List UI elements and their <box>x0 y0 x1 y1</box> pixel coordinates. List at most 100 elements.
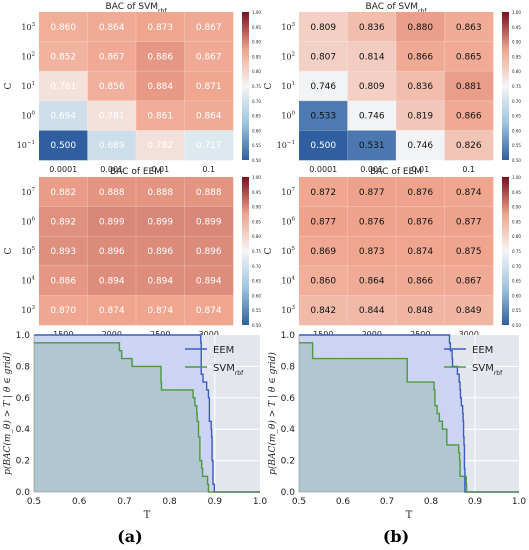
x-tick-label: 1.0 <box>512 497 527 507</box>
heatmap-value-label: 0.746 <box>310 82 336 92</box>
x-tick-label: 0.1 <box>462 165 475 174</box>
heatmap-value-label: 0.866 <box>456 112 482 122</box>
heatmap-value-label: 0.877 <box>456 217 482 227</box>
colorbar-tick-label: 0.85 <box>512 54 521 59</box>
heatmap-cell <box>136 100 185 131</box>
y-tick-label: 0.6 <box>16 394 31 404</box>
heatmap-cell <box>184 71 234 102</box>
area-svm <box>299 342 519 492</box>
x-tick-label: 0.8 <box>424 497 439 507</box>
heatmap-value-label: 0.894 <box>99 277 125 287</box>
heatmap-value-label: 0.863 <box>456 23 482 33</box>
legend-label-eem: EEM <box>213 345 234 356</box>
y-tick-label: 107 <box>281 187 295 197</box>
colorbar-tick-label: 0.85 <box>252 54 261 59</box>
colorbar-tick-label: 0.70 <box>512 264 521 269</box>
heatmap-cell <box>347 265 397 296</box>
heatmap-value-label: 0.874 <box>147 306 173 316</box>
colorbar-tick-label: 0.95 <box>512 25 521 30</box>
heatmap-cell <box>396 265 445 296</box>
heatmap-cell <box>299 206 348 237</box>
heatmap-value-label: 0.876 <box>407 217 433 227</box>
heatmap-cell <box>396 236 445 267</box>
heatmap-cell <box>87 12 137 42</box>
heatmap-value-label: 0.876 <box>407 188 433 198</box>
heatmap-value-label: 0.877 <box>310 217 336 227</box>
y-tick-label: 105 <box>21 246 35 256</box>
heatmap-cell <box>299 41 348 72</box>
series-line-eem <box>299 334 519 493</box>
heatmap-cell <box>136 236 185 267</box>
heatmap-value-label: 0.866 <box>407 277 433 287</box>
heatmap-cell <box>136 12 185 42</box>
heatmap-value-label: 0.864 <box>196 112 222 122</box>
heatmap-cell <box>136 206 185 237</box>
x-axis-label: T <box>406 510 413 521</box>
heatmap-value-label: 0.875 <box>456 247 482 257</box>
x-tick-label: 0.6 <box>72 497 87 507</box>
series-line-eem <box>34 334 260 493</box>
heatmap-cell <box>184 177 234 207</box>
heatmap-value-label: 0.746 <box>407 141 433 151</box>
heatmap-cell <box>347 130 397 161</box>
heatmap-value-label: 0.860 <box>310 277 336 287</box>
colorbar-tick-label: 1.00 <box>512 175 521 180</box>
colorbar <box>502 12 509 160</box>
heatmap-value-label: 0.886 <box>147 52 173 62</box>
y-axis-label: C <box>4 247 14 254</box>
heatmap-cell <box>444 265 494 296</box>
colorbar-tick-label: 0.65 <box>252 279 261 284</box>
heatmap-value-label: 0.871 <box>196 82 222 92</box>
heatmap-cell <box>299 177 348 207</box>
heatmap-value-label: 0.884 <box>147 82 173 92</box>
heatmap-cell <box>347 12 397 42</box>
heatmap-value-label: 0.867 <box>456 277 482 287</box>
heatmap-cell <box>39 206 88 237</box>
colorbar-tick-label: 0.55 <box>512 143 521 148</box>
heatmap-value-label: 0.866 <box>407 52 433 62</box>
heatmap-value-label: 0.836 <box>407 82 433 92</box>
heatmap-cell <box>184 100 234 131</box>
heatmap-cell <box>396 295 445 326</box>
colorbar <box>242 177 249 325</box>
colorbar-tick-label: 0.50 <box>252 158 261 163</box>
y-axis-label: p(BAC(m_θ) > T | θ ∈ grid) <box>267 352 278 475</box>
colorbar-tick-label: 0.85 <box>512 219 521 224</box>
heatmap-value-label: 0.873 <box>359 247 385 257</box>
colorbar-tick-label: 1.00 <box>252 10 261 15</box>
colorbar-tick-label: 0.75 <box>512 84 521 89</box>
colorbar-tick-label: 0.65 <box>512 279 521 284</box>
heatmap-value-label: 0.899 <box>99 217 125 227</box>
x-tick-label: 0.01 <box>151 165 169 174</box>
heatmap-value-label: 0.842 <box>310 306 336 316</box>
area-svm <box>34 342 260 492</box>
heatmap-cell <box>347 206 397 237</box>
heatmap-value-label: 0.864 <box>359 277 385 287</box>
heatmap-value-label: 0.781 <box>99 112 125 122</box>
colorbar-tick-label: 0.80 <box>512 234 521 239</box>
y-tick-label: 0.4 <box>281 425 296 435</box>
colorbar-tick-label: 0.70 <box>252 264 261 269</box>
heatmap-cell <box>39 41 88 72</box>
heatmap-value-label: 0.870 <box>50 306 76 316</box>
heatmap-cell <box>184 236 234 267</box>
y-tick-label: 10−1 <box>17 140 35 150</box>
x-tick-label: 0.7 <box>380 497 394 507</box>
y-tick-label: 0.0 <box>281 488 296 498</box>
heatmap-value-label: 0.886 <box>50 277 76 287</box>
colorbar-tick-label: 0.95 <box>252 190 261 195</box>
colorbar-tick-label: 0.75 <box>252 84 261 89</box>
colorbar-tick-label: 0.90 <box>512 40 521 45</box>
x-tick-label: 0.5 <box>292 497 306 507</box>
heatmap-cell <box>444 295 494 326</box>
y-tick-label: 101 <box>281 81 295 91</box>
heatmap-value-label: 0.896 <box>196 247 222 257</box>
heatmap-cell <box>39 71 88 102</box>
colorbar-tick-label: 0.60 <box>252 128 261 133</box>
heatmap-value-label: 0.876 <box>359 217 385 227</box>
line-chart-a-line: 0.5 0.6 0.7 0.8 0.9 1.0 0.0 0.2 0.4 0.6 0.8 1.0 Tp(B… <box>2 331 267 521</box>
heatmap-value-label: 0.781 <box>50 82 76 92</box>
legend-label-eem: EEM <box>472 345 493 356</box>
heatmap-b-svm: BAC of SVMrbf 0.809 0.836 0.880 0.863 0.807 0.… <box>264 2 521 186</box>
colorbar-tick-label: 0.80 <box>512 69 521 74</box>
